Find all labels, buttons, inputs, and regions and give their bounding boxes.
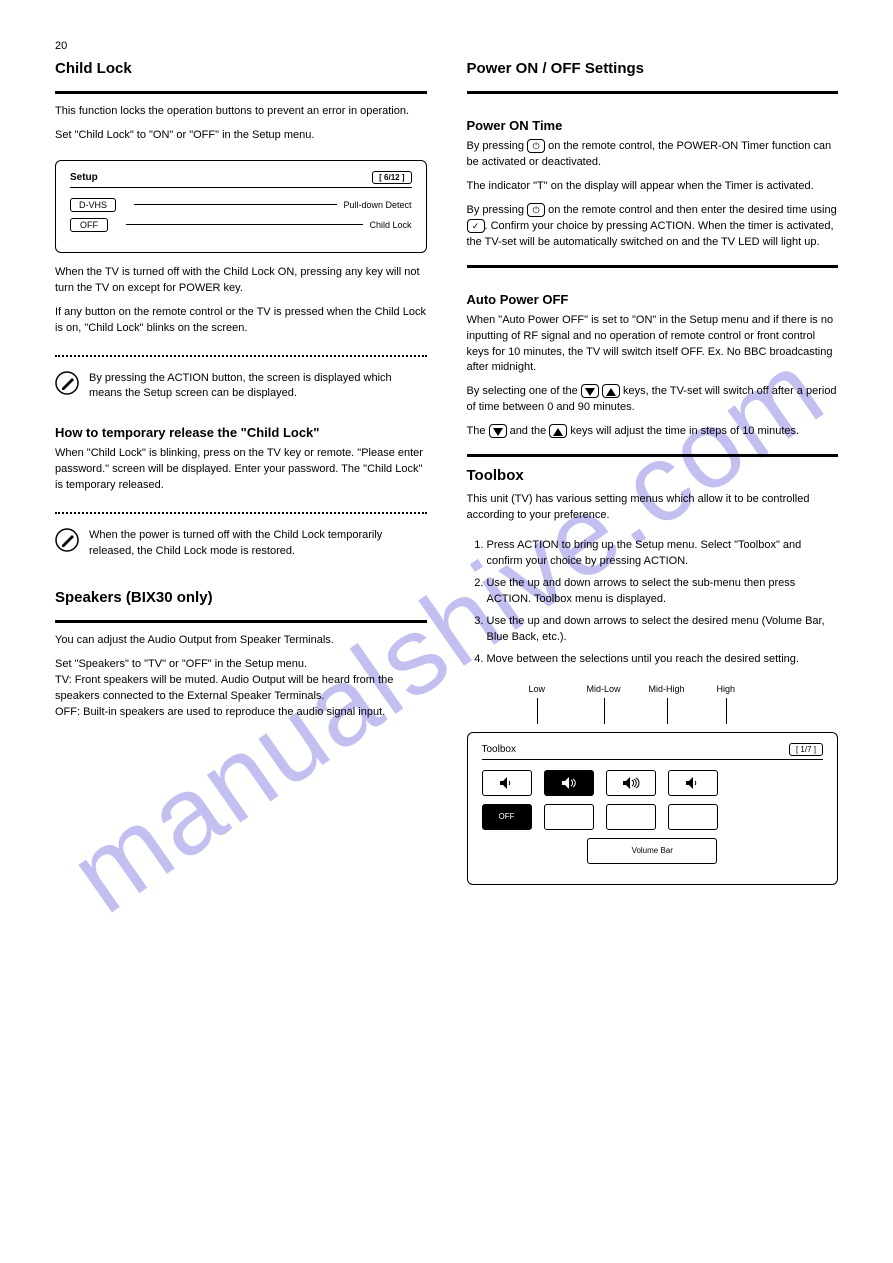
callout-midlow: Mid-Low (587, 684, 621, 694)
child-lock-intro2: Set "Child Lock" to "ON" or "OFF" in the… (55, 128, 427, 144)
up-key-icon (549, 424, 567, 438)
dotted-divider (55, 355, 427, 357)
option-off[interactable]: OFF (482, 804, 532, 830)
tool-row-1 (482, 770, 824, 796)
note1-text: By pressing the ACTION button, the scree… (89, 371, 427, 402)
pencil-icon (55, 528, 79, 552)
temp-release-body: When "Child Lock" is blinking, press on … (55, 446, 427, 494)
vol-midhigh-icon[interactable] (606, 770, 656, 796)
temp-release-title: How to temporary release the "Child Lock… (55, 425, 427, 440)
divider (467, 91, 839, 94)
child-lock-title: Child Lock (55, 60, 427, 77)
divider (467, 265, 839, 268)
option-2[interactable] (544, 804, 594, 830)
right-column: Power ON / OFF Settings Power ON Time By… (467, 60, 839, 885)
down-key-icon (489, 424, 507, 438)
panel-line (126, 224, 363, 225)
callout-midhigh: Mid-High (649, 684, 685, 694)
child-lock-body2: If any button on the remote control or t… (55, 305, 427, 337)
callouts: Low Mid-Low Mid-High High (467, 684, 839, 724)
toolbox-steps: Press ACTION to bring up the Setup menu.… (467, 538, 839, 674)
option-3[interactable] (606, 804, 656, 830)
vol-midlow-icon[interactable] (544, 770, 594, 796)
divider (55, 91, 427, 94)
left-column: Child Lock This function locks the opera… (55, 60, 427, 885)
down-key-icon (581, 384, 599, 398)
speakers-intro: You can adjust the Audio Output from Spe… (55, 633, 427, 649)
divider (55, 620, 427, 623)
panel-line (134, 204, 337, 205)
volume-bar-button[interactable]: Volume Bar (587, 838, 717, 864)
power-on-body3: By pressing ⏻ on the remote control and … (467, 203, 839, 251)
step-4: Move between the selections until you re… (487, 652, 839, 668)
auto-off-arrow1: By selecting one of the keys, the TV-set… (467, 384, 839, 416)
vol-high-icon[interactable] (668, 770, 718, 796)
pencil-icon (55, 371, 79, 395)
dotted-divider (55, 512, 427, 514)
power-key-icon: ⏻ (527, 203, 545, 217)
panel-row1-value: Pull-down Detect (343, 200, 411, 210)
child-lock-body1: When the TV is turned off with the Child… (55, 265, 427, 297)
panel-row2-value: Child Lock (369, 220, 411, 230)
panel-row2-label: OFF (70, 218, 108, 232)
auto-power-off-title: Auto Power OFF (467, 292, 839, 307)
speakers-title: Speakers (BIX30 only) (55, 589, 427, 606)
note-row: When the power is turned off with the Ch… (55, 528, 427, 559)
vol-low-icon[interactable] (482, 770, 532, 796)
setup-panel: Setup [ 6/12 ] D-VHS Pull-down Detect OF… (55, 160, 427, 253)
power-on-body2: The indicator "T" on the display will ap… (467, 179, 839, 195)
step-3: Use the up and down arrows to select the… (487, 614, 839, 646)
step-1: Press ACTION to bring up the Setup menu.… (487, 538, 839, 570)
power-key-icon: ⏻ (527, 139, 545, 153)
power-settings-title: Power ON / OFF Settings (467, 60, 839, 77)
up-key-icon (602, 384, 620, 398)
step-2: Use the up and down arrows to select the… (487, 576, 839, 608)
toolbox-panel-title: Toolbox (482, 744, 516, 755)
tool-row-3: Volume Bar (482, 838, 824, 864)
callout-low: Low (529, 684, 546, 694)
check-key-icon: ✓ (467, 219, 485, 233)
note-row: By pressing the ACTION button, the scree… (55, 371, 427, 402)
page-number: 20 (55, 40, 67, 52)
auto-off-arrow2: The and the keys will adjust the time in… (467, 424, 839, 440)
toolbox-intro: This unit (TV) has various setting menus… (467, 492, 839, 524)
speakers-body: Set "Speakers" to "TV" or "OFF" in the S… (55, 657, 427, 721)
toolbox-panel: Toolbox [ 1/7 ] OFF (467, 732, 839, 885)
auto-off-body: When "Auto Power OFF" is set to "ON" in … (467, 313, 839, 377)
panel-row1-label: D-VHS (70, 198, 116, 212)
panel-title: Setup (70, 172, 98, 183)
divider (467, 454, 839, 457)
tool-row-2: OFF (482, 804, 824, 830)
callout-high: High (717, 684, 736, 694)
panel-page-label: [ 6/12 ] (372, 171, 411, 184)
option-4[interactable] (668, 804, 718, 830)
toolbox-panel-label: [ 1/7 ] (789, 743, 823, 756)
power-on-body1: By pressing ⏻ on the remote control, the… (467, 139, 839, 171)
power-on-time-heading: Power ON Time (467, 118, 839, 133)
toolbox-title: Toolbox (467, 467, 839, 484)
note2-text: When the power is turned off with the Ch… (89, 528, 427, 559)
child-lock-intro1: This function locks the operation button… (55, 104, 427, 120)
